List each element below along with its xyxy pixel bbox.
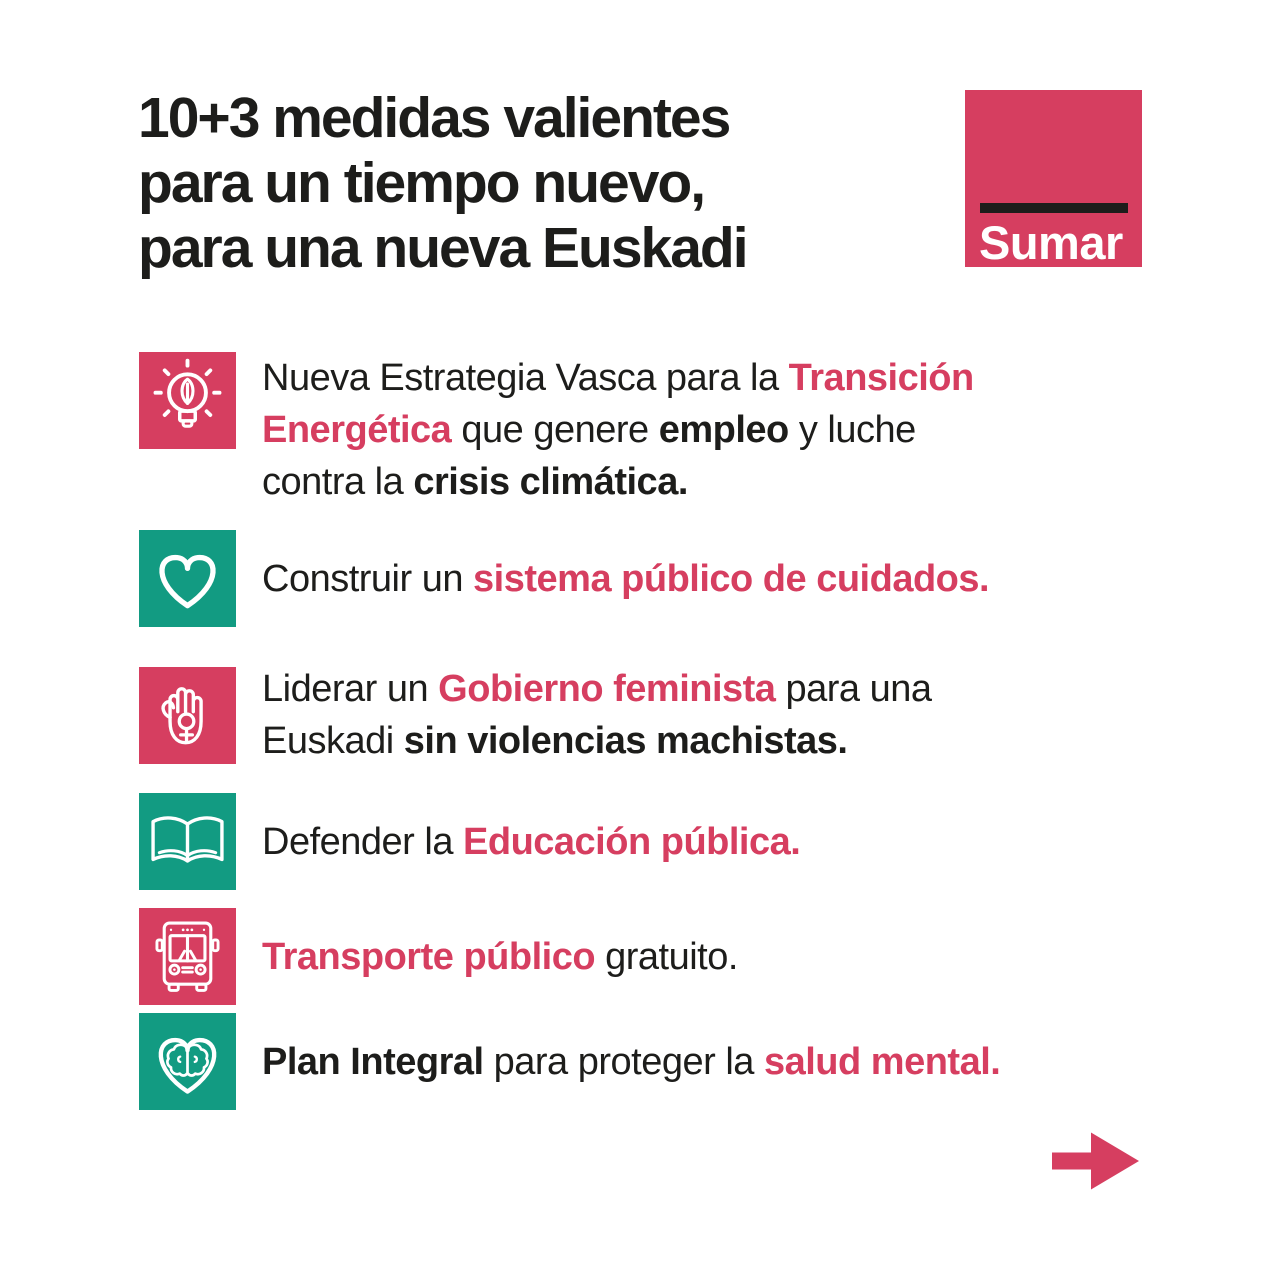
heart-brain-icon: [139, 1013, 236, 1110]
open-book-icon: [139, 793, 236, 890]
title-line-3: para una nueva Euskadi: [138, 216, 749, 280]
measure-item-5: Transporte público gratuito.: [139, 908, 1169, 1005]
measure-tile: [139, 666, 236, 764]
text-segment-accent: salud mental.: [763, 1040, 1001, 1083]
text-segment-plain: Liderar un: [262, 668, 439, 710]
bus-icon: [139, 908, 236, 1005]
text-segment-plain: Construir un: [262, 557, 474, 600]
text-segment-plain: Nueva Estrategia Vasca para la: [262, 357, 789, 399]
arrow-right-icon: [1052, 1122, 1140, 1200]
title-line-2: para un tiempo nuevo,: [138, 151, 706, 215]
text-segment-strong: sin violencias machistas.: [403, 720, 848, 762]
measure-item-4: Defender la Educación pública.: [139, 793, 1169, 890]
text-segment-plain: para una Euskadi: [262, 668, 932, 762]
text-segment-accent: Transporte público: [262, 935, 596, 978]
text-segment-accent: sistema público de cuidados.: [473, 557, 990, 600]
measure-text: Transporte público gratuito.: [262, 931, 738, 983]
text-segment-plain: Defender la: [262, 820, 464, 863]
logo-wordmark: Sumar: [979, 216, 1123, 269]
text-segment-plain: que genere: [451, 409, 659, 451]
measure-item-6: Plan Integral para proteger la salud men…: [139, 1013, 1169, 1110]
text-segment-accent: Transición Energética: [262, 357, 974, 451]
text-segment-strong: crisis climática.: [413, 461, 688, 503]
measure-item-3: Liderar un Gobierno feminista para una E…: [139, 663, 1169, 767]
measure-text: Construir un sistema público de cuidados…: [262, 553, 990, 605]
text-segment-plain: para proteger la: [483, 1040, 764, 1083]
measure-text: Plan Integral para proteger la salud men…: [262, 1036, 1001, 1088]
measure-tile: [139, 530, 236, 627]
title-line-1: 10+3 medidas valientes: [138, 86, 731, 150]
text-segment-strong: empleo: [658, 409, 790, 451]
measure-tile: [139, 1013, 236, 1110]
measure-text: Liderar un Gobierno feminista para una E…: [262, 663, 932, 767]
measures-list: Nueva Estrategia Vasca para la Transició…: [139, 352, 1169, 1110]
logo-bar: [980, 203, 1128, 213]
measure-item-1: Nueva Estrategia Vasca para la Transició…: [139, 352, 1169, 508]
measure-text: Defender la Educación pública.: [262, 816, 801, 868]
measure-tile: [139, 352, 236, 449]
heart-icon: [139, 530, 236, 627]
measure-tile: [139, 908, 236, 1005]
text-segment-strong: Plan Integral: [262, 1040, 484, 1083]
measure-item-2: Construir un sistema público de cuidados…: [139, 530, 1169, 627]
sumar-logo: Sumar: [965, 90, 1142, 269]
measure-text: Nueva Estrategia Vasca para la Transició…: [262, 352, 974, 508]
page-title: 10+3 medidas valientes para un tiempo nu…: [138, 86, 749, 281]
next-arrow-button[interactable]: [1052, 1122, 1140, 1200]
hand-female-icon: [139, 667, 236, 764]
text-segment-accent: Gobierno feminista: [438, 668, 776, 710]
text-segment-accent: Educación pública.: [463, 820, 801, 863]
measure-tile: [139, 793, 236, 890]
text-segment-plain: gratuito.: [595, 935, 738, 978]
text-segment-plain: y luche contra la: [262, 409, 916, 503]
lightbulb-leaf-icon: [139, 352, 236, 449]
